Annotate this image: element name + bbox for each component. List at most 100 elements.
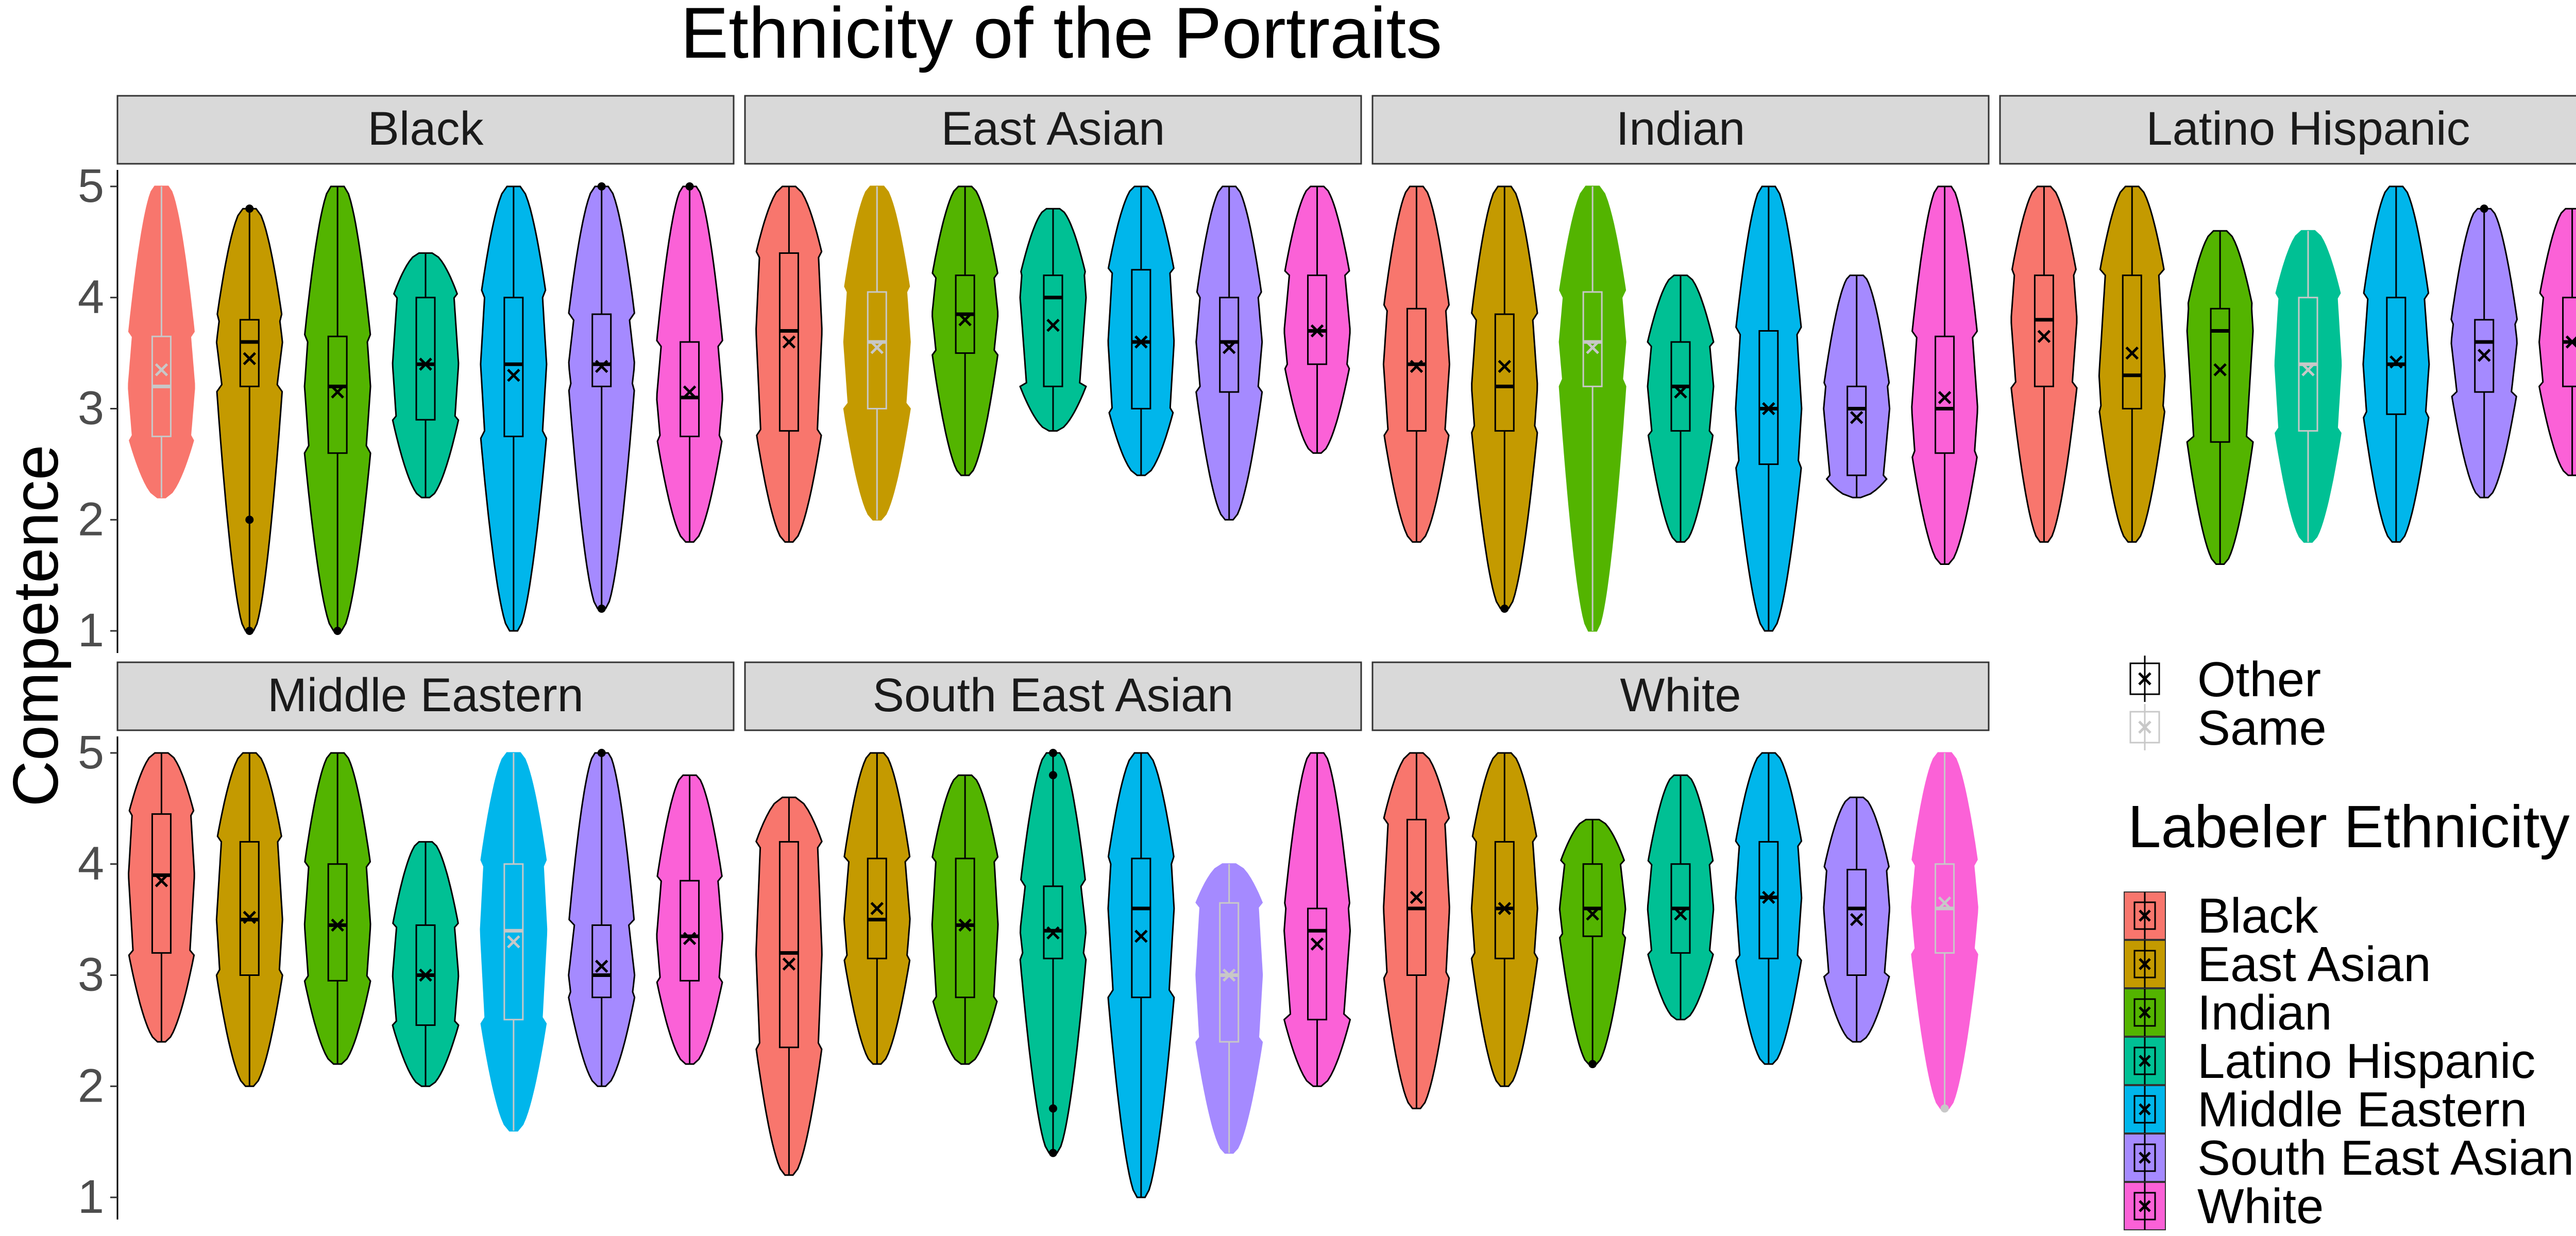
violin-group bbox=[1195, 863, 1263, 1154]
violin-group bbox=[1911, 185, 1978, 565]
box bbox=[955, 857, 975, 999]
mean-marker bbox=[1938, 896, 1952, 910]
legend-fill-label: South East Asian bbox=[2197, 1130, 2574, 1186]
legend-fill-label: East Asian bbox=[2197, 937, 2431, 992]
violin-group bbox=[2098, 185, 2166, 543]
mean-marker bbox=[243, 352, 257, 366]
mean-marker bbox=[1586, 341, 1599, 354]
legend-fill-entry: East Asian bbox=[2124, 937, 2431, 992]
box bbox=[2033, 274, 2054, 387]
box bbox=[1582, 863, 1603, 937]
violin-group bbox=[128, 185, 195, 499]
mean-marker bbox=[2301, 363, 2315, 376]
outlier-point bbox=[685, 182, 694, 191]
violin-group bbox=[392, 841, 460, 1087]
violin bbox=[1471, 185, 1538, 610]
legend-key-box bbox=[2133, 950, 2156, 978]
legend-shape-entry: Same bbox=[2129, 700, 2327, 756]
mean-marker bbox=[1762, 890, 1775, 904]
facet-strip bbox=[744, 661, 1362, 731]
facet-strip bbox=[1999, 95, 2576, 165]
outlier-point bbox=[1049, 1148, 1057, 1157]
y-tick-label: 1 bbox=[78, 604, 104, 657]
violin-group bbox=[1283, 752, 1351, 1087]
outlier-point bbox=[245, 516, 254, 524]
outlier-point bbox=[597, 604, 606, 613]
legend-fill-label: Middle Eastern bbox=[2197, 1082, 2527, 1137]
facet-strip-label: White bbox=[1620, 669, 1741, 722]
box bbox=[1846, 385, 1867, 476]
legend-fill-title: Labeler Ethnicity bbox=[2128, 793, 2570, 860]
mean-marker bbox=[1938, 391, 1952, 404]
violin bbox=[303, 752, 371, 1065]
mean-marker bbox=[1046, 318, 1060, 332]
legend-key-mean bbox=[2139, 958, 2151, 970]
violin-group bbox=[1195, 185, 1263, 521]
legend-key-box bbox=[2133, 901, 2156, 930]
violin bbox=[843, 185, 911, 521]
box bbox=[1307, 274, 1328, 365]
violin-group bbox=[755, 185, 823, 543]
violin-group bbox=[2362, 185, 2430, 543]
violin bbox=[1470, 752, 1538, 1087]
box bbox=[2210, 307, 2230, 443]
legend-key-mean bbox=[2138, 720, 2151, 734]
y-tick-label: 4 bbox=[78, 271, 104, 323]
facet-strip bbox=[744, 95, 1362, 165]
facet-strip bbox=[1371, 95, 1990, 165]
mean-marker bbox=[1134, 930, 1148, 943]
violin bbox=[2538, 208, 2576, 476]
violin bbox=[1647, 274, 1715, 543]
violin-group bbox=[1647, 274, 1715, 543]
box bbox=[1131, 857, 1151, 999]
violin bbox=[656, 774, 723, 1065]
box bbox=[1043, 274, 1063, 387]
violin-group bbox=[480, 752, 548, 1132]
box bbox=[327, 335, 348, 454]
violin-group bbox=[843, 185, 911, 521]
y-tick-label: 2 bbox=[78, 1059, 104, 1112]
box bbox=[503, 863, 524, 1021]
violin bbox=[128, 752, 195, 1043]
legend-key-mean bbox=[2139, 909, 2151, 922]
violin-group bbox=[2450, 204, 2518, 499]
violin bbox=[1911, 185, 1978, 565]
violin-group bbox=[480, 185, 548, 632]
facet-panel: South East Asian bbox=[744, 661, 1362, 1198]
violin-group bbox=[2538, 208, 2576, 476]
outlier-point bbox=[2480, 204, 2488, 213]
mean-marker bbox=[243, 911, 257, 924]
mean-marker bbox=[155, 874, 168, 887]
y-tick-label: 3 bbox=[78, 382, 104, 435]
mean-marker bbox=[507, 935, 520, 949]
violin-group bbox=[1558, 185, 1626, 632]
box bbox=[1307, 907, 1328, 1021]
facet-strip bbox=[116, 661, 735, 731]
violin bbox=[1019, 752, 1087, 1154]
box bbox=[327, 863, 348, 982]
mean-marker bbox=[2037, 330, 2051, 344]
mean-marker bbox=[683, 932, 697, 946]
facet-strip bbox=[116, 95, 735, 165]
box bbox=[2386, 297, 2406, 415]
violin-group bbox=[1019, 749, 1087, 1157]
violin-group bbox=[1107, 185, 1175, 476]
mean-marker bbox=[1498, 902, 1512, 915]
facet-panel: Latino Hispanic bbox=[1999, 95, 2576, 565]
box bbox=[778, 252, 799, 432]
violin bbox=[1195, 863, 1263, 1154]
legend-key-box bbox=[2133, 1046, 2156, 1075]
violin bbox=[2450, 208, 2518, 499]
box bbox=[680, 341, 700, 437]
outlier-point bbox=[1940, 1104, 1949, 1113]
mean-marker bbox=[1046, 926, 1060, 940]
violin bbox=[392, 841, 460, 1087]
box bbox=[503, 297, 524, 437]
box bbox=[1758, 330, 1779, 465]
legend-key-box bbox=[2133, 1095, 2156, 1124]
box bbox=[1935, 335, 1955, 454]
facet-strip-label: Black bbox=[368, 102, 484, 155]
outlier-point bbox=[1049, 1104, 1057, 1113]
